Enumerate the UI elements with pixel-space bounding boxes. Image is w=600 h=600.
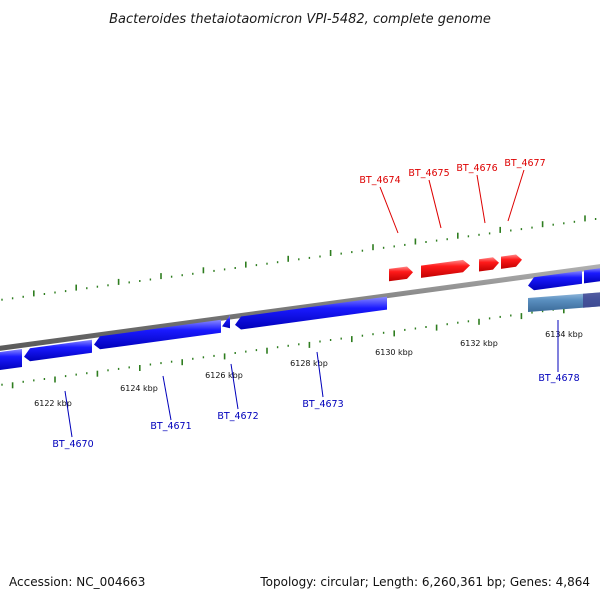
leader-line-BT_4670 bbox=[64, 390, 73, 438]
gene-BT_4672[interactable] bbox=[94, 319, 221, 350]
tick-label-6122: 6122 kbp bbox=[34, 399, 72, 408]
tick-labels: 6122 kbp 6124 kbp 6126 kbp 6128 kbp 6130… bbox=[34, 330, 583, 408]
tick-label-6132: 6132 kbp bbox=[460, 339, 498, 348]
plus-strand-genes bbox=[389, 254, 522, 282]
genome-backbone bbox=[0, 264, 600, 351]
accession-label: Accession: NC_004663 bbox=[9, 575, 145, 589]
gene-label-BT_4673[interactable]: BT_4673 bbox=[302, 399, 343, 410]
gene-BT_4670[interactable] bbox=[0, 349, 22, 371]
gene-BT_4676[interactable] bbox=[479, 257, 499, 272]
tick-label-6128: 6128 kbp bbox=[290, 359, 328, 368]
gene-label-BT_4675[interactable]: BT_4675 bbox=[408, 168, 449, 179]
tick-label-6130: 6130 kbp bbox=[375, 348, 413, 357]
minus-strand-tick-marks bbox=[1, 303, 597, 389]
gene-label-BT_4676[interactable]: BT_4676 bbox=[456, 163, 497, 174]
gene-label-BT_4678[interactable]: BT_4678 bbox=[538, 373, 579, 384]
gene-fragment-small[interactable] bbox=[222, 315, 230, 329]
gene-BT_4677[interactable] bbox=[501, 254, 522, 269]
gene-right-edge[interactable] bbox=[584, 268, 600, 284]
plus-gene-labels: BT_4674 BT_4675 BT_4676 BT_4677 bbox=[359, 158, 546, 234]
gene-BT_4675[interactable] bbox=[421, 259, 470, 278]
gene-selected-bar-dark bbox=[583, 292, 600, 308]
leader-line-BT_4675 bbox=[428, 179, 442, 229]
leader-line-BT_4677 bbox=[507, 169, 525, 222]
genome-summary: Topology: circular; Length: 6,260,361 bp… bbox=[259, 575, 590, 589]
leader-line-BT_4674 bbox=[379, 186, 399, 234]
minus-gene-labels: BT_4670 BT_4671 BT_4672 BT_4673 BT_4678 bbox=[52, 320, 580, 450]
gene-label-BT_4671[interactable]: BT_4671 bbox=[150, 421, 191, 432]
gene-label-BT_4677[interactable]: BT_4677 bbox=[504, 158, 545, 169]
plus-strand-tick-marks bbox=[1, 215, 597, 301]
tick-label-6126: 6126 kbp bbox=[205, 371, 243, 380]
gene-selected-bar[interactable] bbox=[528, 292, 600, 312]
gene-BT_4673[interactable] bbox=[235, 296, 387, 330]
map-title: Bacteroides thetaiotaomicron VPI-5482, c… bbox=[109, 12, 491, 27]
gene-label-BT_4674[interactable]: BT_4674 bbox=[359, 175, 400, 186]
leader-line-BT_4676 bbox=[476, 174, 486, 224]
gene-label-BT_4670[interactable]: BT_4670 bbox=[52, 439, 93, 450]
gene-BT_4674[interactable] bbox=[389, 266, 413, 282]
gene-BT_4678[interactable] bbox=[528, 270, 582, 291]
gene-BT_4671[interactable] bbox=[24, 339, 92, 362]
leader-line-BT_4671 bbox=[162, 375, 172, 421]
minus-strand-genes bbox=[0, 268, 600, 371]
tick-label-6134: 6134 kbp bbox=[545, 330, 583, 339]
gene-label-BT_4672[interactable]: BT_4672 bbox=[217, 411, 258, 422]
tick-label-6124: 6124 kbp bbox=[120, 384, 158, 393]
leader-line-BT_4673 bbox=[316, 351, 324, 398]
leader-line-BT_4672 bbox=[230, 363, 239, 410]
